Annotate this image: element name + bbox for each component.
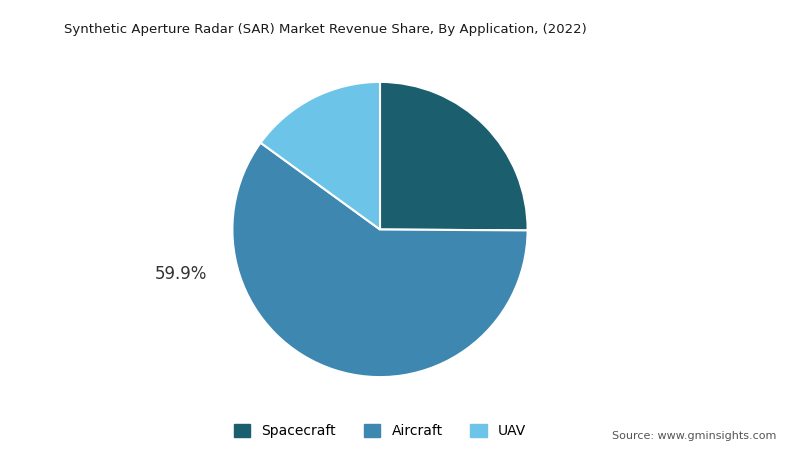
- Legend: Spacecraft, Aircraft, UAV: Spacecraft, Aircraft, UAV: [228, 419, 532, 444]
- Text: Synthetic Aperture Radar (SAR) Market Revenue Share, By Application, (2022): Synthetic Aperture Radar (SAR) Market Re…: [64, 22, 586, 36]
- Wedge shape: [233, 143, 527, 377]
- Text: 59.9%: 59.9%: [154, 265, 207, 283]
- Wedge shape: [261, 82, 380, 230]
- Text: Source: www.gminsights.com: Source: www.gminsights.com: [612, 431, 776, 441]
- Wedge shape: [380, 82, 528, 230]
